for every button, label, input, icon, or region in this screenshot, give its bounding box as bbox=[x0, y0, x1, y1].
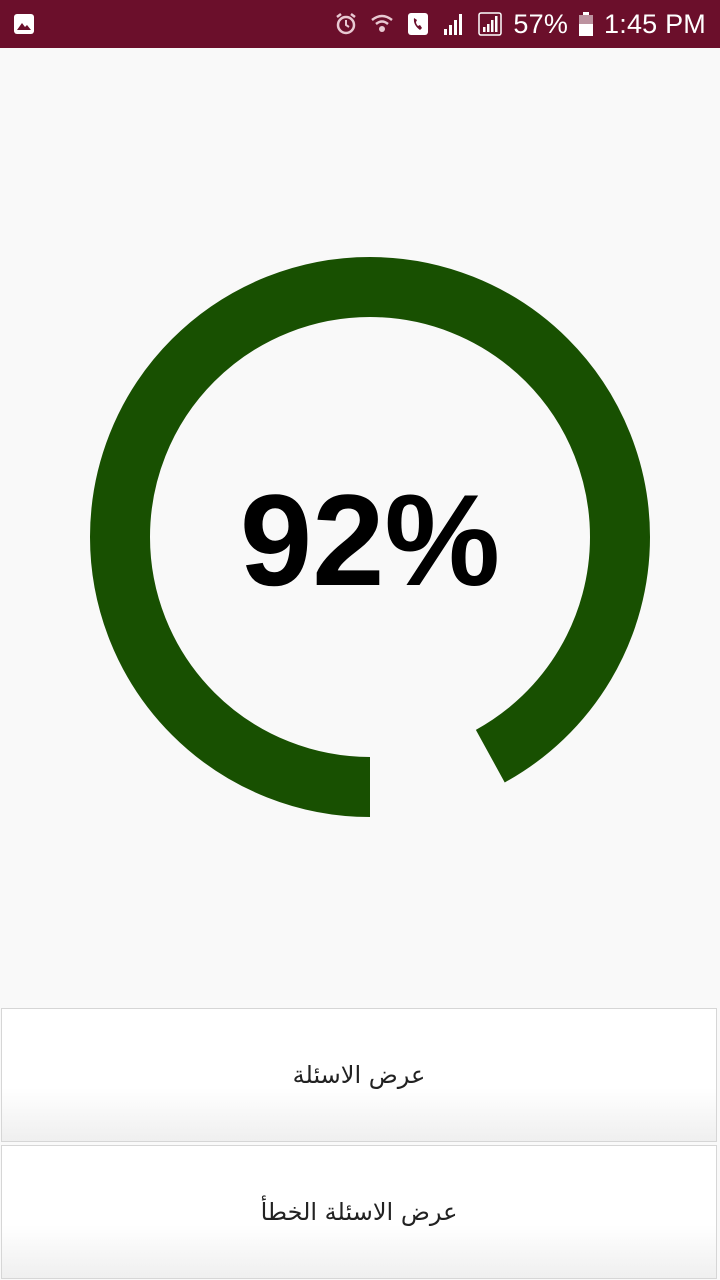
score-ring-arc bbox=[90, 257, 650, 817]
phone-icon bbox=[405, 11, 431, 37]
show-wrong-questions-label: عرض الاسئلة الخطأ bbox=[260, 1198, 458, 1226]
status-bar: 57% 1:45 PM bbox=[0, 0, 720, 48]
show-questions-label: عرض الاسئلة bbox=[292, 1061, 426, 1089]
alarm-icon bbox=[333, 11, 359, 37]
score-gauge bbox=[90, 257, 650, 817]
signal-icon-2 bbox=[477, 11, 503, 37]
score-percent: 92% bbox=[239, 467, 501, 613]
image-icon bbox=[12, 12, 36, 36]
clock-time: 1:45 PM bbox=[604, 8, 706, 39]
status-icons: 57% 1:45 PM bbox=[333, 0, 706, 48]
battery-icon bbox=[578, 11, 594, 37]
battery-percent: 57% bbox=[513, 8, 569, 39]
signal-icon bbox=[441, 11, 467, 37]
show-questions-button[interactable]: عرض الاسئلة bbox=[1, 1008, 717, 1142]
wifi-call-icon bbox=[369, 11, 395, 37]
show-wrong-questions-button[interactable]: عرض الاسئلة الخطأ bbox=[1, 1145, 717, 1279]
